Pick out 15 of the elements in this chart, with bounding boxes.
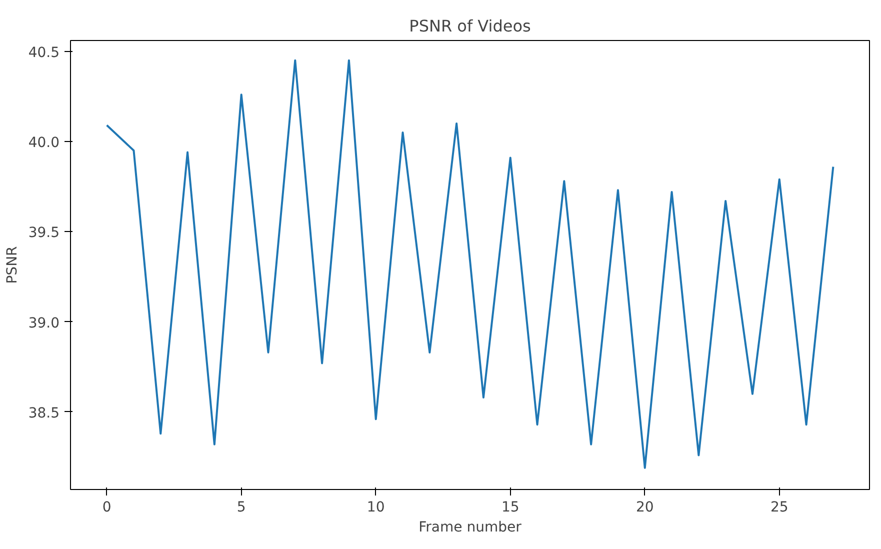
- x-tick-label: 25: [770, 500, 788, 516]
- y-tick-label: 39.5: [28, 225, 60, 242]
- y-tick-label: 40.5: [28, 44, 60, 61]
- x-tick-label: 5: [236, 500, 246, 516]
- x-axis-title: Frame number: [418, 520, 522, 536]
- x-tick-label: 15: [501, 500, 520, 516]
- x-tick-label: 20: [636, 500, 654, 516]
- line-series: [106, 59, 834, 469]
- y-tick-label: 40.0: [28, 134, 60, 151]
- chart-title: PSNR of Videos: [409, 16, 531, 36]
- x-tick-label: 0: [102, 500, 112, 516]
- x-tick-label: 10: [366, 500, 385, 516]
- y-axis-title: PSNR: [4, 246, 20, 284]
- y-tick-label: 38.5: [28, 405, 60, 422]
- y-tick-label: 39.0: [28, 315, 60, 332]
